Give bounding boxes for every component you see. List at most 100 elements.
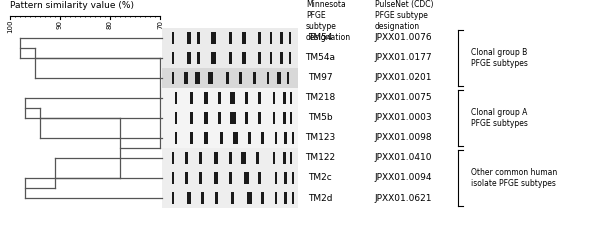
Bar <box>272 152 275 164</box>
Bar <box>214 172 218 184</box>
Text: JPXX01.0410: JPXX01.0410 <box>374 154 432 163</box>
Bar <box>203 92 208 104</box>
Text: 100: 100 <box>7 20 13 34</box>
Bar <box>270 52 272 64</box>
Bar <box>259 52 262 64</box>
Text: TM5b: TM5b <box>308 113 332 122</box>
Text: TM54a: TM54a <box>305 53 335 62</box>
Bar <box>290 152 292 164</box>
Text: Other common human
isolate PFGE subtypes: Other common human isolate PFGE subtypes <box>471 168 557 188</box>
Text: TM122: TM122 <box>305 154 335 163</box>
Text: TM54: TM54 <box>308 34 332 43</box>
Bar <box>284 132 287 144</box>
Bar <box>283 92 286 104</box>
Bar <box>190 132 193 144</box>
Text: 80: 80 <box>107 20 113 29</box>
Bar <box>270 32 272 44</box>
Bar <box>245 112 248 124</box>
Bar <box>259 172 262 184</box>
Bar <box>208 72 214 84</box>
Text: Clonal group B
PFGE subtypes: Clonal group B PFGE subtypes <box>471 48 528 68</box>
Bar <box>272 92 275 104</box>
Bar <box>290 112 292 124</box>
Bar <box>218 112 221 124</box>
Bar <box>215 192 218 204</box>
Bar <box>267 72 269 84</box>
Bar <box>229 152 232 164</box>
Bar <box>185 172 188 184</box>
Text: Clonal group A
PFGE subtypes: Clonal group A PFGE subtypes <box>471 108 528 128</box>
Bar <box>242 32 245 44</box>
Bar <box>172 52 174 64</box>
Text: 90: 90 <box>57 20 63 29</box>
Text: JPXX01.0075: JPXX01.0075 <box>374 94 432 103</box>
Bar <box>233 132 238 144</box>
Bar <box>247 192 251 204</box>
Bar <box>172 72 174 84</box>
Text: JPXX01.0201: JPXX01.0201 <box>374 73 432 83</box>
Bar <box>256 152 259 164</box>
Bar <box>259 92 262 104</box>
Text: JPXX01.0621: JPXX01.0621 <box>374 193 432 202</box>
Bar <box>287 72 289 84</box>
Bar <box>241 152 246 164</box>
Text: JPXX01.0003: JPXX01.0003 <box>374 113 432 122</box>
Bar <box>272 112 275 124</box>
Bar <box>187 52 191 64</box>
Bar <box>284 172 287 184</box>
Bar <box>197 52 200 64</box>
Bar <box>190 112 193 124</box>
Bar <box>203 112 208 124</box>
Bar <box>230 92 235 104</box>
Text: 70: 70 <box>157 20 163 29</box>
Text: TM2c: TM2c <box>308 174 332 182</box>
Bar <box>245 92 248 104</box>
Bar <box>259 32 262 44</box>
Bar <box>290 92 292 104</box>
Bar <box>172 192 174 204</box>
Bar <box>248 132 251 144</box>
Bar <box>162 188 298 208</box>
Bar <box>211 52 216 64</box>
Bar <box>289 52 291 64</box>
Bar <box>283 112 286 124</box>
Text: Pattern similarity value (%): Pattern similarity value (%) <box>10 1 134 10</box>
Bar <box>202 192 204 204</box>
Bar <box>187 32 191 44</box>
Bar <box>292 192 293 204</box>
Bar <box>187 192 191 204</box>
Bar <box>244 172 249 184</box>
Bar <box>162 148 298 168</box>
Text: JPXX01.0177: JPXX01.0177 <box>374 53 432 62</box>
Bar <box>277 72 281 84</box>
Text: TM2d: TM2d <box>308 193 332 202</box>
Bar <box>218 92 221 104</box>
Text: JPXX01.0098: JPXX01.0098 <box>374 133 432 142</box>
Bar <box>162 48 298 68</box>
Bar <box>220 132 223 144</box>
Bar <box>226 72 229 84</box>
Bar <box>162 168 298 188</box>
Bar <box>162 68 298 88</box>
Bar <box>253 72 256 84</box>
Bar <box>239 72 242 84</box>
Bar <box>162 88 298 108</box>
Bar <box>275 172 277 184</box>
Bar <box>197 32 200 44</box>
Bar <box>214 152 218 164</box>
Bar <box>289 32 291 44</box>
Bar <box>175 92 176 104</box>
Text: JPXX01.0094: JPXX01.0094 <box>374 174 432 182</box>
Bar <box>229 32 232 44</box>
Bar <box>275 192 277 204</box>
Text: JPXX01.0076: JPXX01.0076 <box>374 34 432 43</box>
Bar <box>203 132 208 144</box>
Bar <box>280 32 283 44</box>
Text: TM97: TM97 <box>308 73 332 83</box>
Bar <box>185 152 188 164</box>
Bar <box>283 152 286 164</box>
Bar <box>190 92 193 104</box>
Bar <box>162 28 298 48</box>
Text: TM123: TM123 <box>305 133 335 142</box>
Bar <box>231 192 234 204</box>
